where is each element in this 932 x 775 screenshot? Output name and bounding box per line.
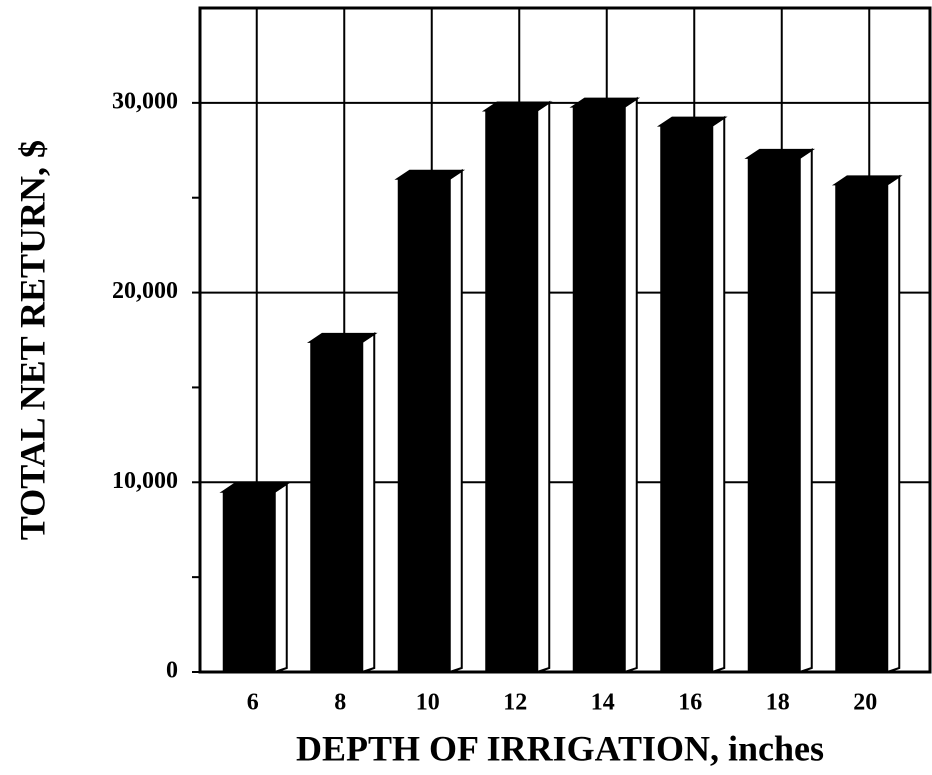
- bar-side: [623, 96, 638, 674]
- y-tick-label: 30,000: [112, 88, 178, 114]
- x-tick-label: 20: [853, 690, 877, 716]
- x-tick-label: 8: [334, 690, 346, 716]
- bar-top: [219, 482, 291, 493]
- bar: [835, 184, 888, 673]
- x-axis-title: DEPTH OF IRRIGATION, inches: [296, 728, 824, 768]
- bar-top: [481, 101, 553, 112]
- y-tick-label: 10,000: [112, 468, 178, 494]
- plot-frame: [198, 6, 932, 674]
- bar-side: [711, 115, 726, 674]
- y-tick-label: 20,000: [112, 278, 178, 304]
- y-axis-title: TOTAL NET RETURN, $: [12, 140, 52, 540]
- x-tick-label: 10: [416, 690, 440, 716]
- bar: [660, 125, 713, 672]
- bar-side: [536, 100, 551, 674]
- bar: [747, 157, 800, 673]
- bar-side: [798, 148, 813, 674]
- x-tick-label: 16: [678, 690, 702, 716]
- bar-top: [831, 175, 903, 186]
- bar-side: [886, 174, 901, 674]
- bar: [485, 110, 538, 672]
- bar-top: [744, 148, 816, 159]
- bar-top: [656, 116, 728, 127]
- x-tick-label: 14: [591, 690, 615, 716]
- y-tick-label: 0: [166, 658, 178, 684]
- bar-top: [569, 97, 641, 108]
- x-tick-label: 6: [247, 690, 259, 716]
- bar: [397, 178, 450, 672]
- bar-side: [273, 481, 288, 674]
- bar: [310, 341, 363, 672]
- bar: [572, 106, 625, 672]
- bar-side: [448, 168, 463, 674]
- x-tick-label: 18: [766, 690, 790, 716]
- bar: [222, 491, 275, 672]
- x-tick-label: 12: [503, 690, 527, 716]
- bar-top: [394, 169, 466, 180]
- bar-side: [361, 332, 376, 674]
- bar-top: [306, 332, 378, 343]
